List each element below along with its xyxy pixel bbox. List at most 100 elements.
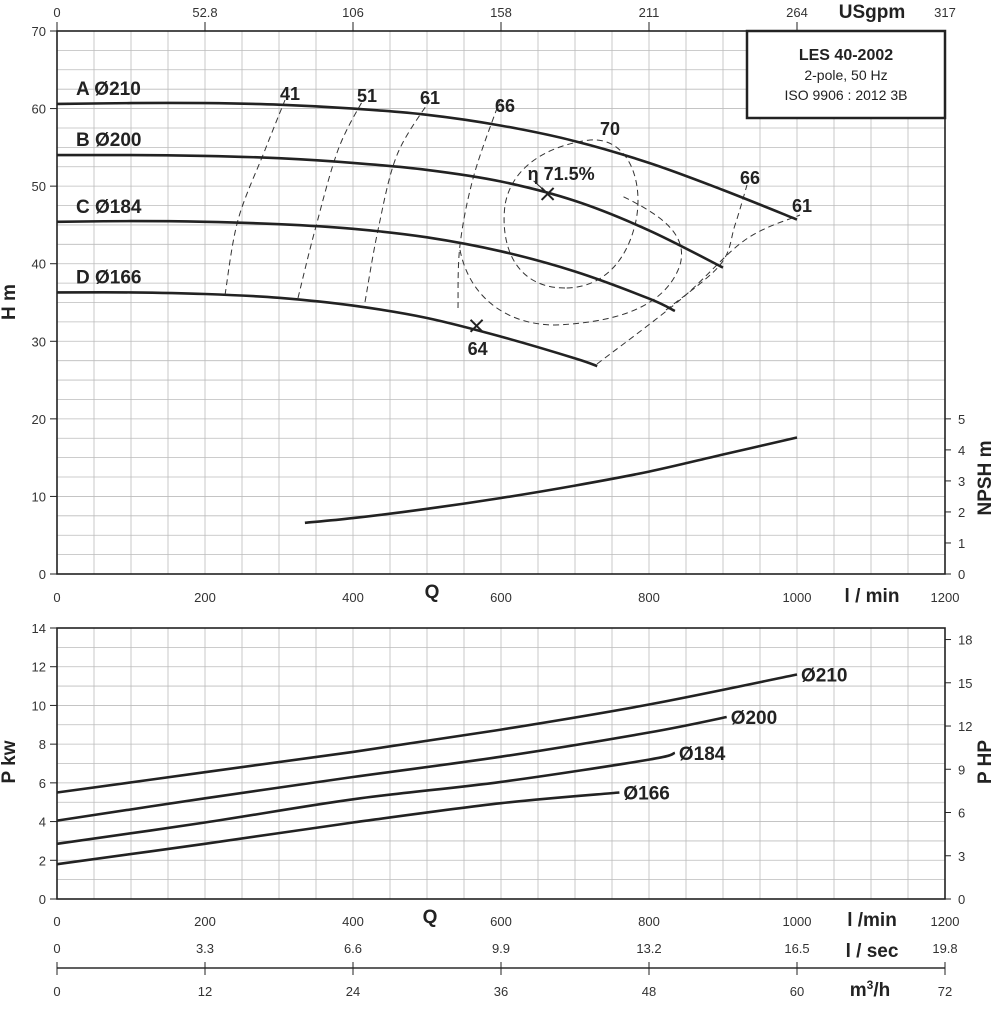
head-curve-1 [56, 153, 724, 269]
npsh-y-tick: 0 [958, 567, 965, 582]
head-y-tick: 70 [32, 24, 46, 39]
usgpm-tick: 52.8 [192, 5, 217, 20]
power-kw-tick: 4 [39, 815, 46, 830]
usgpm-tick: 106 [342, 5, 364, 20]
usgpm-tick: 158 [490, 5, 512, 20]
m3h-tick: 72 [938, 984, 952, 999]
title-box: LES 40-2002 2-pole, 50 Hz ISO 9906 : 201… [745, 29, 947, 120]
efficiency-label: 66 [740, 168, 760, 188]
head-x-tick: 800 [638, 590, 660, 605]
head-y-tick: 60 [32, 102, 46, 117]
efficiency-marker [469, 319, 484, 333]
head-curve-3 [56, 291, 598, 368]
head-x-unit: l / min [845, 586, 900, 607]
npsh-curve [304, 436, 798, 525]
power-kw-tick: 6 [39, 776, 46, 791]
head-y-tick: 0 [39, 567, 46, 582]
efficiency-label: 51 [357, 86, 377, 106]
power-curve-0 [56, 673, 798, 794]
efficiency-label: 41 [280, 84, 300, 104]
power-hp-tick: 9 [958, 762, 965, 777]
m3h-tick: 24 [346, 984, 360, 999]
bep-leader [533, 180, 544, 191]
lsec-tick: 3.3 [196, 941, 214, 956]
efficiency-contour [457, 99, 501, 309]
m3h-unit: m3/h [850, 978, 890, 1001]
power-kw-y-title: P kw [0, 740, 20, 783]
head-x-tick: 600 [490, 590, 512, 605]
head-curve-label: D Ø166 [76, 267, 141, 288]
efficiency-contour [665, 184, 748, 311]
power-kw-tick: 0 [39, 892, 46, 907]
efficiency-contour [364, 99, 431, 303]
usgpm-tick: 317 [934, 5, 956, 20]
head-x-tick: 1000 [783, 590, 812, 605]
power-x-tick: 800 [638, 914, 660, 929]
power-tick-labels: 0 200 400 600 800 1000 1200 0 2 4 6 8 10 12 14 0 3 6 9 12 15… [32, 621, 973, 929]
lsec-tick: 9.9 [492, 941, 510, 956]
efficiency-contour [459, 194, 683, 326]
lmin-unit: l /min [847, 910, 897, 931]
power-hp-tick: 0 [958, 892, 965, 907]
power-kw-tick: 14 [32, 621, 46, 636]
head-y-tick: 20 [32, 412, 46, 427]
power-x-tick: 400 [342, 914, 364, 929]
lsec-tick: 13.2 [636, 941, 661, 956]
power-x-tick: 600 [490, 914, 512, 929]
m3h-tick: 48 [642, 984, 656, 999]
lsec-tick: 0 [53, 941, 60, 956]
power-kw-tick: 8 [39, 737, 46, 752]
head-curve-0 [56, 101, 798, 221]
power-hp-tick: 15 [958, 676, 972, 691]
bottom-tick-labels: 0 3.3 6.6 9.9 13.2 16.5 19.8 0 12 24 36 48 60 72 [53, 941, 957, 999]
efficiency-label: 66 [495, 96, 515, 116]
usgpm-tick: 264 [786, 5, 808, 20]
efficiency-contours: 41 51 61 66 70 66 61 [224, 84, 812, 365]
head-x-tick: 200 [194, 590, 216, 605]
power-x-tick: 1200 [931, 914, 960, 929]
efficiency-contour [297, 99, 364, 299]
head-y-tick: 30 [32, 334, 46, 349]
m3h-tick: 60 [790, 984, 804, 999]
power-hp-y-title: P HP [975, 740, 996, 784]
head-y-tick: 40 [32, 257, 46, 272]
efficiency-contour [224, 99, 286, 296]
power-grid [57, 628, 945, 899]
usgpm-tick: 0 [53, 5, 60, 20]
npsh-y-tick: 2 [958, 505, 965, 520]
head-y-tick: 50 [32, 179, 46, 194]
npsh-y-tick: 3 [958, 474, 965, 489]
power-plot-frame [56, 627, 946, 900]
head-curve-label: B Ø200 [76, 130, 141, 151]
m3h-tick: 36 [494, 984, 508, 999]
power-x-tick: 1000 [783, 914, 812, 929]
head-curves: A Ø210 B Ø200 C Ø184 D Ø166 η 71.5% 64 [56, 79, 798, 525]
head-x-tick: 400 [342, 590, 364, 605]
m3h-tick: 0 [53, 984, 60, 999]
lsec-unit: l / sec [846, 941, 899, 962]
head-curve-label: A Ø210 [76, 79, 141, 100]
power-curve-label: Ø184 [679, 744, 726, 765]
power-curve-3 [56, 791, 620, 866]
power-curve-2 [56, 751, 676, 846]
usgpm-tick: 211 [639, 5, 660, 20]
power-x-tick: 200 [194, 914, 216, 929]
power-hp-tick: 18 [958, 633, 972, 648]
head-curve-2 [56, 219, 676, 313]
power-kw-tick: 12 [32, 660, 46, 675]
title-box-standard: ISO 9906 : 2012 3B [785, 87, 908, 103]
power-kw-tick: 2 [39, 853, 46, 868]
lsec-tick: 19.8 [932, 941, 957, 956]
power-curve-label: Ø210 [801, 665, 847, 686]
lsec-tick: 6.6 [344, 941, 362, 956]
power-x-tick: 0 [53, 914, 60, 929]
power-hp-tick: 6 [958, 806, 965, 821]
efficiency-contour [503, 139, 639, 289]
head-y-tick: 10 [32, 489, 46, 504]
power-kw-tick: 10 [32, 698, 46, 713]
power-hp-tick: 12 [958, 719, 972, 734]
efficiency-label: 61 [420, 88, 440, 108]
